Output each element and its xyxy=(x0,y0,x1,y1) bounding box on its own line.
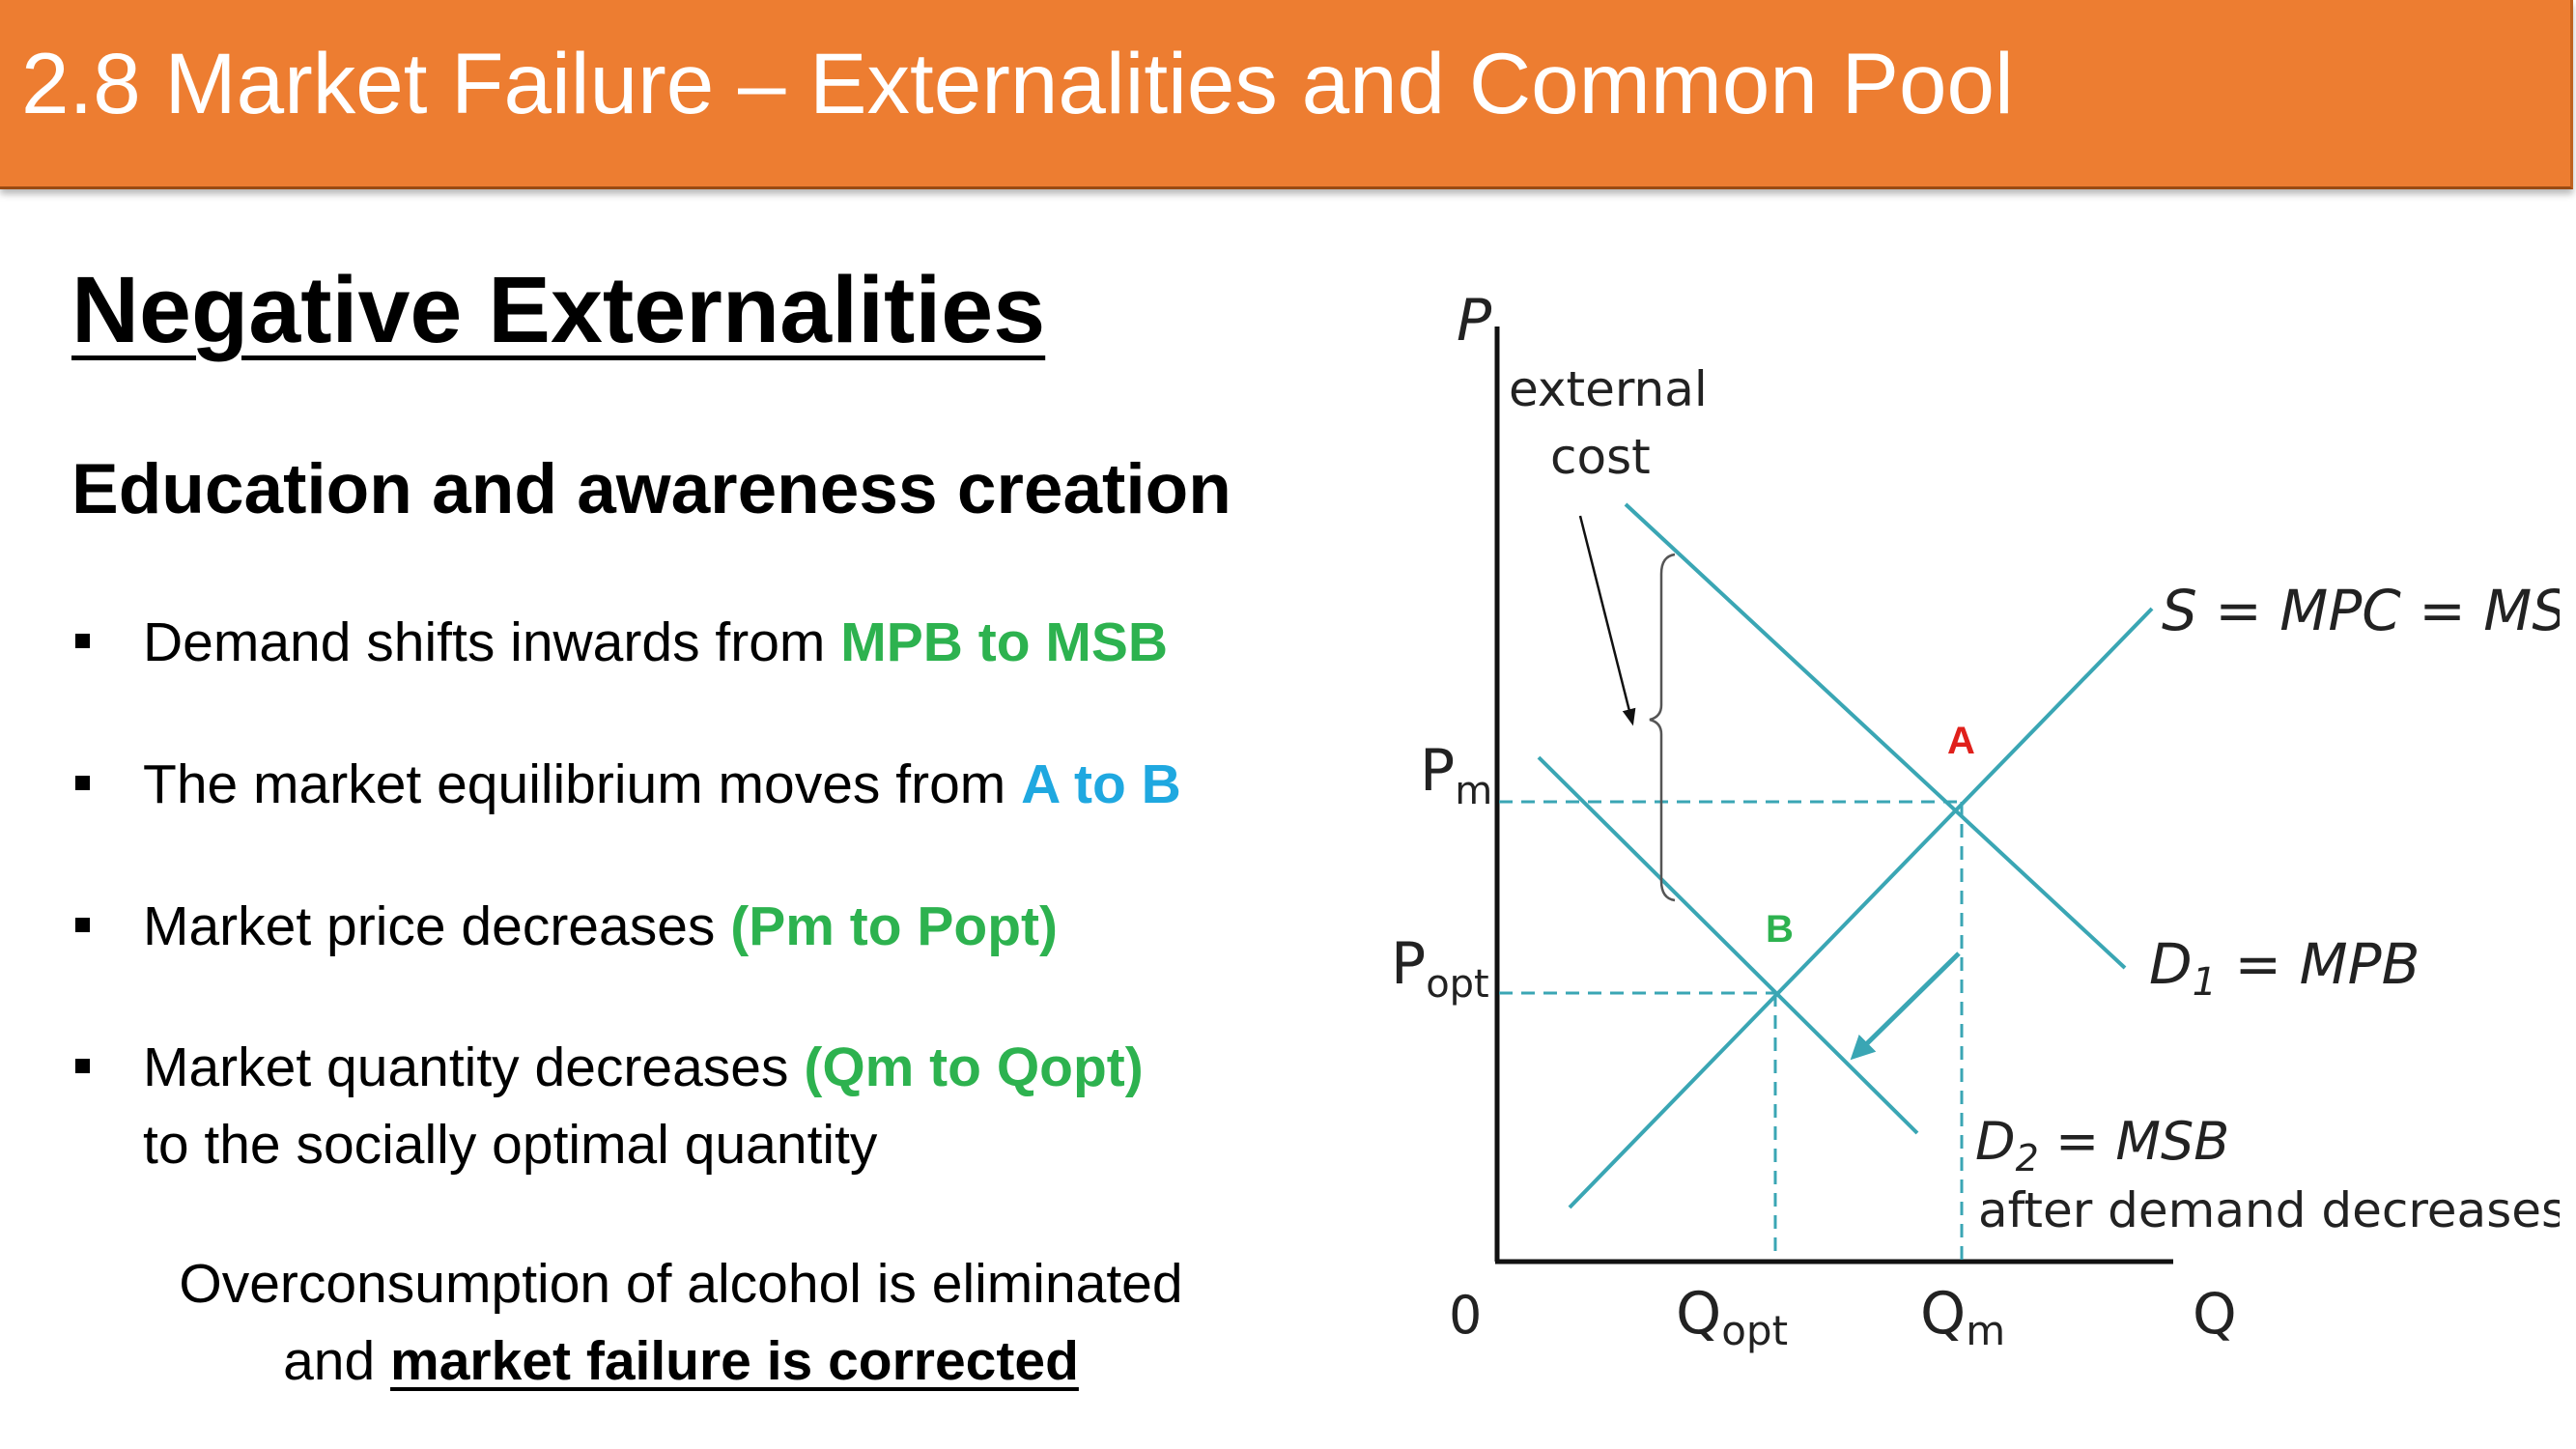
d2-label-line2: after demand decreases xyxy=(1978,1182,2560,1238)
shift-arrow xyxy=(1850,952,1961,1061)
popt-label: Popt xyxy=(1391,930,1489,1007)
d1-mpb-curve xyxy=(1624,502,2127,970)
qopt-label: Qopt xyxy=(1676,1280,1788,1354)
section-heading: Negative Externalities xyxy=(71,257,1046,362)
supply-demand-diagram: P Q 0 external cost Pm Popt Qopt Qm S = … xyxy=(1391,287,2560,1354)
bullet-text: The market equilibrium moves from xyxy=(143,753,1022,815)
external-cost-label-line2: cost xyxy=(1550,429,1651,485)
conclusion-line1: Overconsumption of alcohol is eliminated xyxy=(179,1253,1183,1315)
bullet-highlight: (Pm to Popt) xyxy=(730,895,1059,957)
y-axis-label: P xyxy=(1457,287,1492,355)
bullet-square-icon xyxy=(75,634,90,648)
supply-label: S = MPC = MSC xyxy=(2162,578,2560,643)
external-cost-pointer xyxy=(1578,515,1636,726)
bullet-text: Demand shifts inwards from xyxy=(143,611,841,673)
x-axis-label: Q xyxy=(2193,1281,2237,1347)
conclusion-emphasis: market failure is corrected xyxy=(390,1329,1079,1392)
bullet-text: Market quantity decreases xyxy=(143,1037,805,1098)
point-a-label: A xyxy=(1947,720,1975,762)
external-cost-label-line1: external xyxy=(1509,361,1708,417)
d1-label: D1 = MPB xyxy=(2149,931,2420,1005)
pm-label: Pm xyxy=(1420,737,1492,813)
bullet-highlight: (Qm to Qopt) xyxy=(804,1037,1144,1098)
bullet-highlight: MPB to MSB xyxy=(840,611,1169,673)
external-cost-brace xyxy=(1649,553,1676,902)
d2-label: D2 = MSB xyxy=(1975,1111,2229,1179)
d2-msb-curve xyxy=(1537,755,1919,1135)
bullet-text-line2: to the socially optimal quantity xyxy=(143,1113,878,1176)
bullet-square-icon xyxy=(75,776,90,790)
supply-curve xyxy=(1568,607,2154,1209)
point-b-label: B xyxy=(1766,908,1794,951)
bullet-highlight: A to B xyxy=(1021,753,1181,815)
slide-title: 2.8 Market Failure – Externalities and C… xyxy=(21,35,2014,131)
conclusion-line2-prefix: and xyxy=(283,1329,391,1392)
section-subheading: Education and awareness creation xyxy=(71,450,1231,528)
qm-label: Qm xyxy=(1920,1280,2005,1354)
bullet-square-icon xyxy=(75,918,90,932)
title-bar: 2.8 Market Failure – Externalities and C… xyxy=(0,0,2573,189)
conclusion: Overconsumption of alcohol is eliminated… xyxy=(68,1246,1294,1401)
bullet-square-icon xyxy=(75,1059,90,1073)
origin-label: 0 xyxy=(1449,1285,1482,1346)
bullet-text: Market price decreases xyxy=(143,895,731,957)
